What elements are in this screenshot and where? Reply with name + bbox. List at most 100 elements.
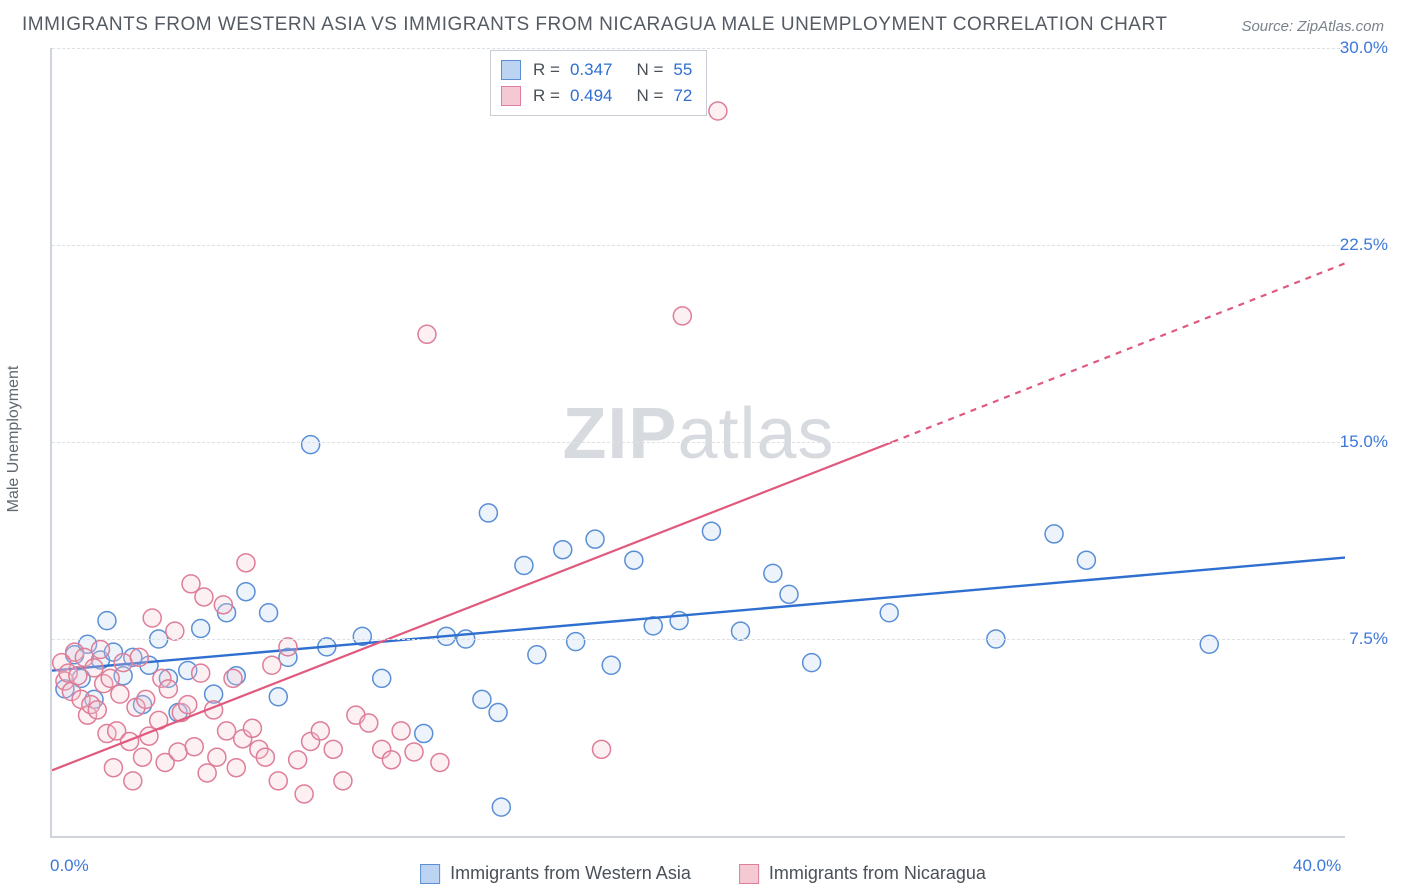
scatter-point: [140, 727, 158, 745]
scatter-point: [256, 748, 274, 766]
r-label: R =: [533, 83, 560, 109]
scatter-point: [373, 669, 391, 687]
scatter-point: [732, 622, 750, 640]
scatter-point: [673, 307, 691, 325]
scatter-point: [479, 504, 497, 522]
swatch-icon: [501, 86, 521, 106]
y-tick-label: 7.5%: [1349, 629, 1388, 649]
scatter-point: [625, 551, 643, 569]
scatter-point: [56, 680, 74, 698]
scatter-point: [227, 667, 245, 685]
swatch-icon: [739, 864, 759, 884]
scatter-point: [437, 627, 455, 645]
r-value: 0.494: [570, 83, 613, 109]
scatter-point: [66, 643, 84, 661]
scatter-point: [243, 719, 261, 737]
scatter-point: [405, 743, 423, 761]
scatter-point: [528, 646, 546, 664]
scatter-point: [124, 648, 142, 666]
scatter-point: [153, 669, 171, 687]
scatter-point: [670, 612, 688, 630]
scatter-point: [111, 685, 129, 703]
scatter-point: [764, 564, 782, 582]
grid-line: [52, 639, 1345, 640]
y-axis-label: Male Unemployment: [5, 366, 23, 513]
y-tick-label: 22.5%: [1340, 235, 1388, 255]
scatter-point: [192, 619, 210, 637]
scatter-point: [473, 690, 491, 708]
scatter-point: [554, 541, 572, 559]
source-attribution: Source: ZipAtlas.com: [1241, 18, 1384, 35]
scatter-point: [1045, 525, 1063, 543]
grid-line: [52, 442, 1345, 443]
scatter-point: [98, 725, 116, 743]
grid-line: [52, 48, 1345, 49]
scatter-point: [709, 102, 727, 120]
scatter-point: [586, 530, 604, 548]
scatter-point: [218, 604, 236, 622]
scatter-point: [593, 740, 611, 758]
scatter-point: [69, 667, 87, 685]
scatter-point: [166, 622, 184, 640]
scatter-point: [353, 627, 371, 645]
scatter-point: [95, 675, 113, 693]
scatter-point: [567, 633, 585, 651]
scatter-point: [72, 669, 90, 687]
scatter-point: [644, 617, 662, 635]
scatter-point: [108, 722, 126, 740]
y-tick-label: 30.0%: [1340, 38, 1388, 58]
scatter-point: [492, 798, 510, 816]
trend-line-extrapolated: [892, 263, 1345, 442]
scatter-point: [75, 648, 93, 666]
legend-label: Immigrants from Western Asia: [450, 863, 691, 884]
scatter-point: [104, 643, 122, 661]
scatter-point: [127, 698, 145, 716]
watermark: ZIPatlas: [562, 393, 834, 475]
trend-line: [52, 558, 1345, 671]
legend-item-1: Immigrants from Nicaragua: [739, 863, 986, 884]
scatter-point: [182, 575, 200, 593]
scatter-point: [101, 669, 119, 687]
n-value: 72: [673, 83, 692, 109]
scatter-point: [373, 740, 391, 758]
legend-label: Immigrants from Nicaragua: [769, 863, 986, 884]
scatter-point: [156, 753, 174, 771]
watermark-rest: atlas: [677, 394, 834, 474]
scatter-point: [140, 656, 158, 674]
scatter-point: [279, 648, 297, 666]
scatter-point: [198, 764, 216, 782]
scatter-point: [880, 604, 898, 622]
scatter-point: [334, 772, 352, 790]
scatter-point: [98, 612, 116, 630]
scatter-point: [237, 583, 255, 601]
scatter-point: [85, 690, 103, 708]
scatter-point: [218, 722, 236, 740]
scatter-point: [82, 696, 100, 714]
scatter-point: [59, 664, 77, 682]
scatter-point: [418, 325, 436, 343]
n-value: 55: [673, 57, 692, 83]
scatter-point: [79, 706, 97, 724]
series-legend: Immigrants from Western Asia Immigrants …: [420, 863, 986, 884]
scatter-point: [143, 609, 161, 627]
scatter-point: [121, 732, 139, 750]
scatter-point: [137, 690, 155, 708]
scatter-point: [302, 732, 320, 750]
scatter-point: [324, 740, 342, 758]
scatter-point: [208, 748, 226, 766]
scatter-point: [179, 696, 197, 714]
scatter-point: [159, 669, 177, 687]
scatter-point: [269, 688, 287, 706]
scatter-point: [169, 704, 187, 722]
chart-title: IMMIGRANTS FROM WESTERN ASIA VS IMMIGRAN…: [22, 14, 1167, 36]
watermark-bold: ZIP: [562, 394, 677, 474]
scatter-point: [237, 554, 255, 572]
scatter-point: [347, 706, 365, 724]
scatter-point: [169, 743, 187, 761]
swatch-icon: [501, 60, 521, 80]
r-value: 0.347: [570, 57, 613, 83]
scatter-point: [224, 669, 242, 687]
scatter-point: [130, 648, 148, 666]
scatter-point: [780, 585, 798, 603]
correlation-row-1: R = 0.494 N = 72: [501, 83, 692, 109]
